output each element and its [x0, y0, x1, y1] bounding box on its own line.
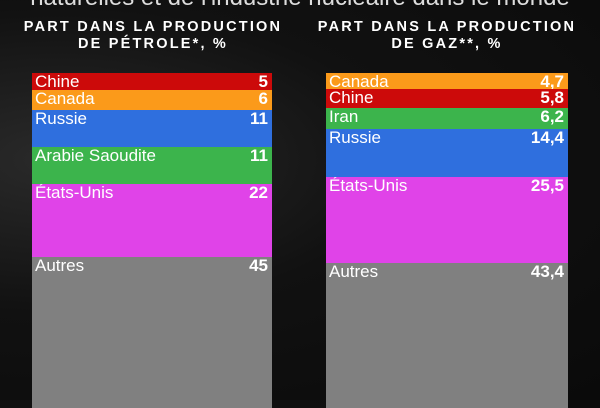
segment-value: 45	[249, 257, 268, 276]
bar-segment: Russie 14,4	[326, 128, 568, 178]
segment-value: 4,7	[540, 73, 564, 89]
page-title: naturelles et de l'industrie nucléaire d…	[0, 0, 600, 12]
segment-label: États-Unis	[35, 183, 114, 202]
segment-value: 11	[250, 146, 268, 165]
segment-value: 11	[250, 109, 268, 128]
bar-segment: Autres 43,4	[326, 262, 568, 408]
segment-label: Canada	[329, 73, 389, 89]
bar-segment: Chine 5,8	[326, 88, 568, 109]
segment-value: 6	[258, 89, 268, 108]
segment-value: 6,2	[540, 108, 564, 127]
segment-label: Arabie Saoudite	[35, 146, 156, 165]
segment-value: 5,8	[540, 88, 564, 107]
bar-segment: États-Unis 25,5	[326, 177, 568, 263]
oil-stacked-bar: Chine 5 Canada 6 Russie 11 Arabie Saoudite 11 Ét…	[32, 73, 272, 408]
segment-label: États-Unis	[329, 177, 408, 196]
gas-stacked-bar: Canada 4,7 Chine 5,8 Iran 6,2 Russie 14,4 États-…	[326, 73, 568, 408]
segment-value: 5	[258, 73, 268, 90]
segment-value: 43,4	[530, 262, 564, 281]
segment-label: Russie	[329, 128, 381, 147]
bar-segment: Chine 5	[32, 73, 272, 90]
segment-label: Chine	[35, 73, 80, 90]
segment-label: Autres	[329, 262, 379, 281]
bar-segment: Canada 4,7	[326, 73, 568, 89]
oil-chart-title: PART DANS LA PRODUCTION DE PÉTROLE*, %	[23, 19, 283, 52]
segment-value: 25,5	[530, 177, 564, 196]
bar-segment: Canada 6	[32, 89, 272, 110]
gas-chart-title: PART DANS LA PRODUCTION DE GAZ**, %	[317, 19, 577, 52]
segment-label: Canada	[35, 89, 95, 108]
segment-label: Russie	[35, 109, 87, 128]
segment-label: Chine	[329, 88, 374, 107]
bar-segment: Iran 6,2	[326, 108, 568, 129]
bar-segment: États-Unis 22	[32, 183, 272, 258]
segment-label: Autres	[35, 257, 85, 276]
bar-segment: Autres 45	[32, 257, 272, 408]
bar-segment: Arabie Saoudite 11	[32, 146, 272, 184]
segment-label: Iran	[329, 108, 359, 127]
bar-segment: Russie 11	[32, 109, 272, 147]
segment-value: 22	[249, 183, 268, 202]
segment-value: 14,4	[530, 128, 564, 147]
